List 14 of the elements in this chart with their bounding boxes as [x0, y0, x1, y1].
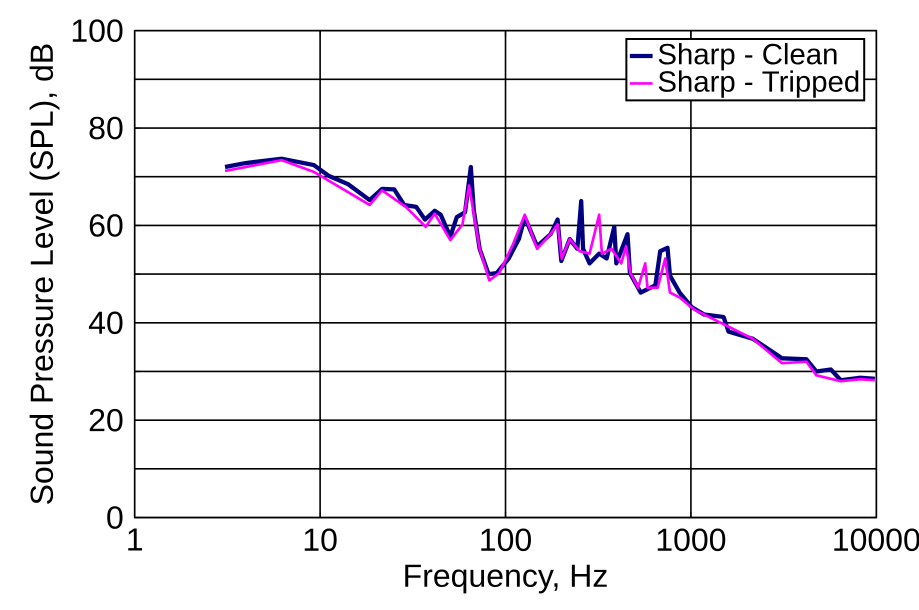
x-tick-label: 10 — [304, 528, 337, 552]
y-tick-label: 0 — [107, 506, 123, 530]
y-tick-label: 20 — [90, 409, 123, 432]
y-tick-label: 80 — [90, 116, 123, 140]
x-tick-label: 1 — [128, 528, 142, 551]
x-tick-label: 100 — [481, 528, 531, 552]
y-tick-label: 100 — [72, 20, 123, 42]
legend-label: Sharp - Tripped — [658, 70, 858, 98]
legend-label: Sharp - Clean — [658, 43, 836, 71]
y-tick-label: 40 — [88, 312, 123, 334]
x-tick-label: 1000 — [658, 528, 726, 552]
y-tick-label: 60 — [90, 214, 123, 237]
x-axis-title: Frequency, Hz — [405, 564, 607, 594]
y-axis-title: Sound Pressure Level (SPL), dB — [30, 44, 60, 504]
